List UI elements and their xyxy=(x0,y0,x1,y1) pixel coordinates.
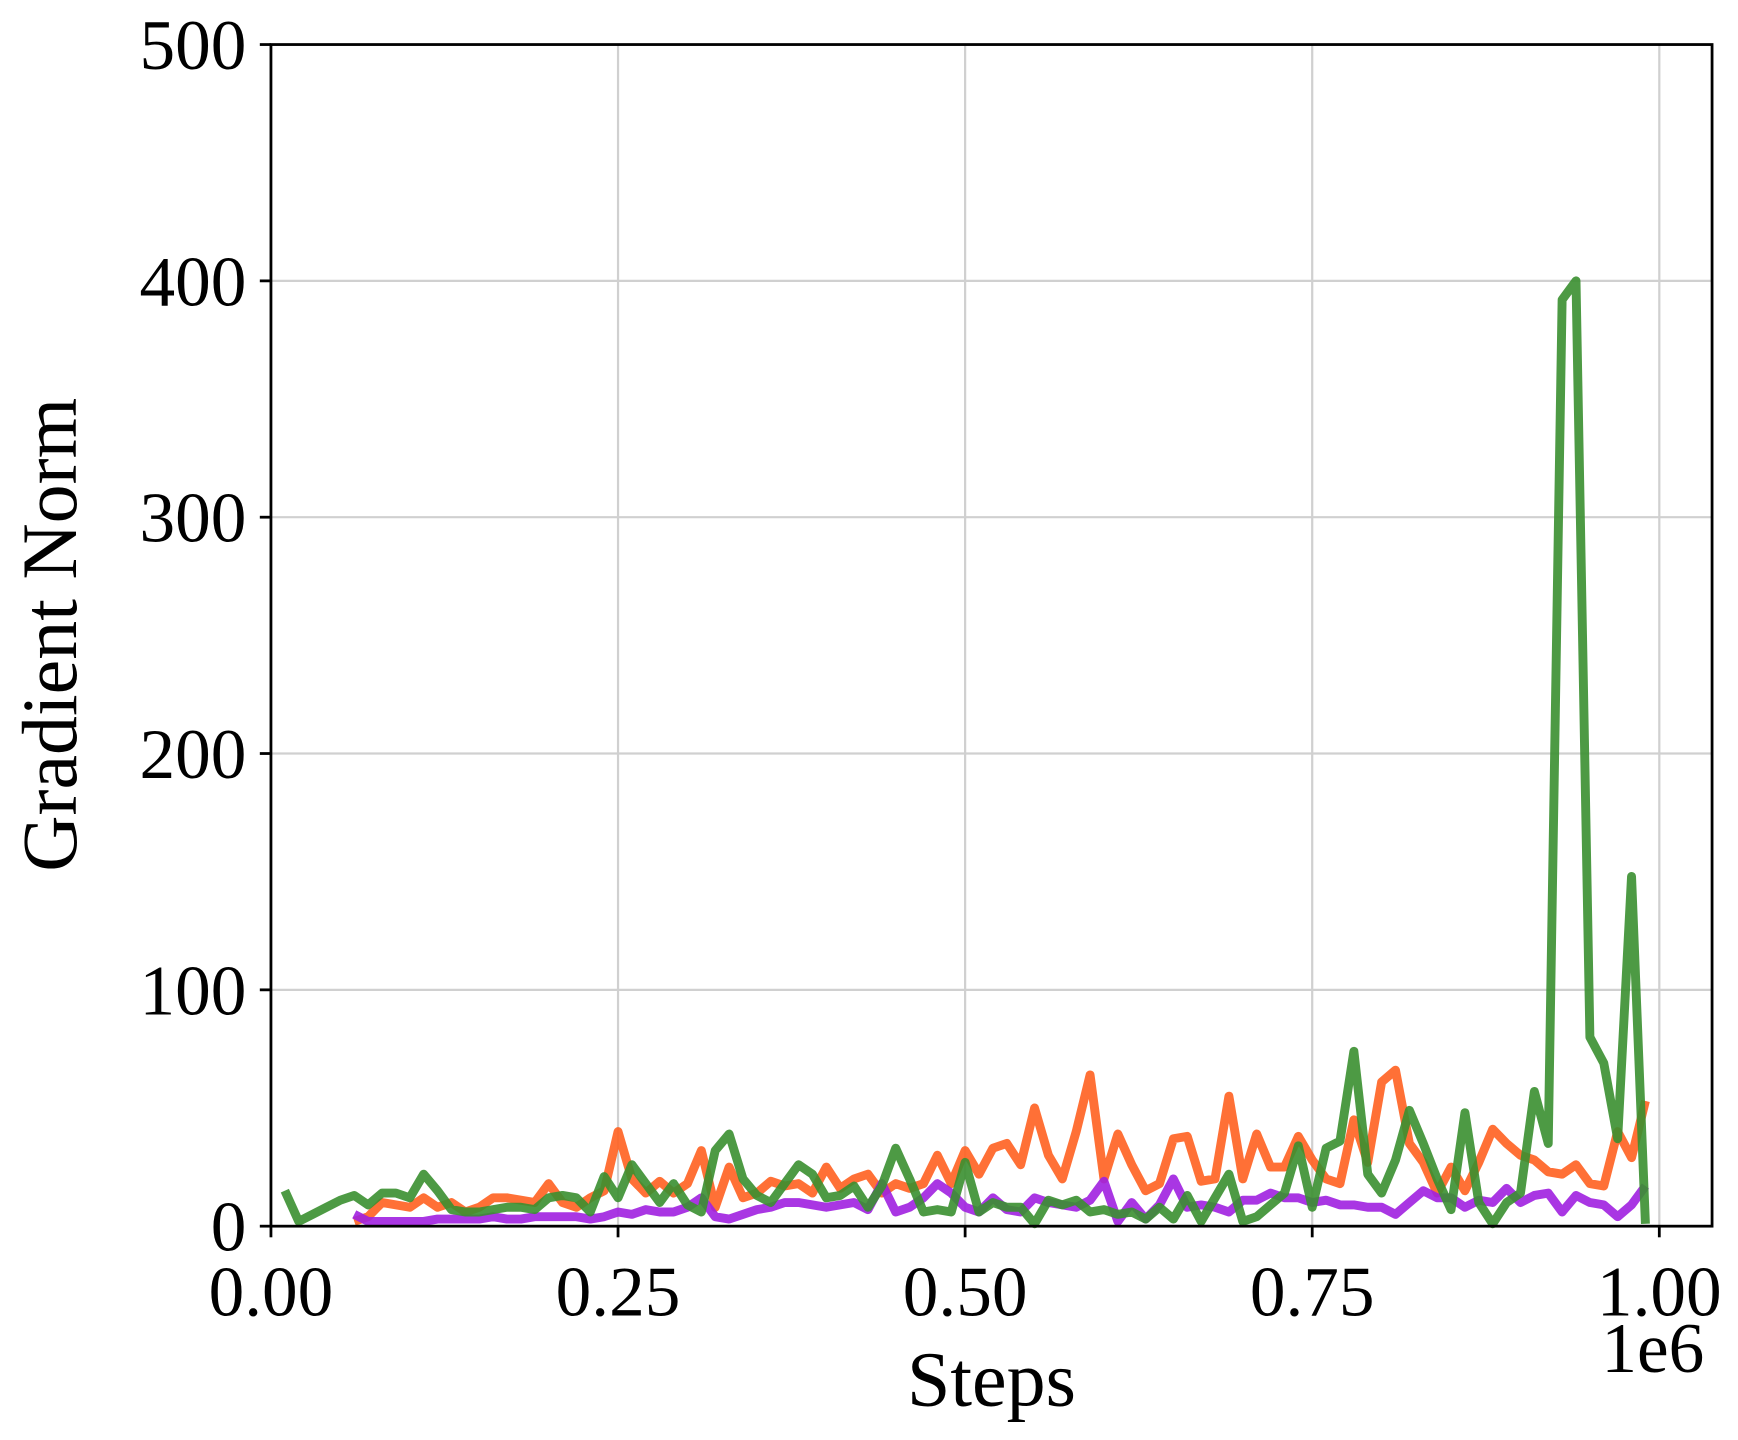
x-offset-label: 1e6 xyxy=(1601,1309,1704,1388)
y-tick-label: 500 xyxy=(140,6,247,85)
axes-frame xyxy=(269,43,1714,1228)
y-tick-label: 400 xyxy=(140,242,247,321)
x-tick-label: 0.75 xyxy=(1250,1252,1375,1331)
y-tick-label: 200 xyxy=(140,715,247,794)
ticks: 0.00 0.25 0.50 0.75 1.00 0 100 200 300 400 500 xyxy=(140,6,1722,1331)
y-tick-label: 0 xyxy=(211,1188,247,1267)
y-axis-label: Gradient Norm xyxy=(7,398,93,872)
line-series xyxy=(280,276,1650,1229)
plot-area xyxy=(280,276,1650,1229)
x-tick-label: 1.00 xyxy=(1597,1252,1722,1331)
y-tick-label: 100 xyxy=(140,951,247,1030)
x-tick-label: 0.25 xyxy=(556,1252,681,1331)
x-tick-label: 0.50 xyxy=(903,1252,1028,1331)
x-axis-label: Steps xyxy=(907,1336,1076,1422)
x-tick-label: 0.00 xyxy=(209,1252,334,1331)
line-series xyxy=(352,1065,1650,1226)
y-tick-label: 300 xyxy=(140,479,247,558)
